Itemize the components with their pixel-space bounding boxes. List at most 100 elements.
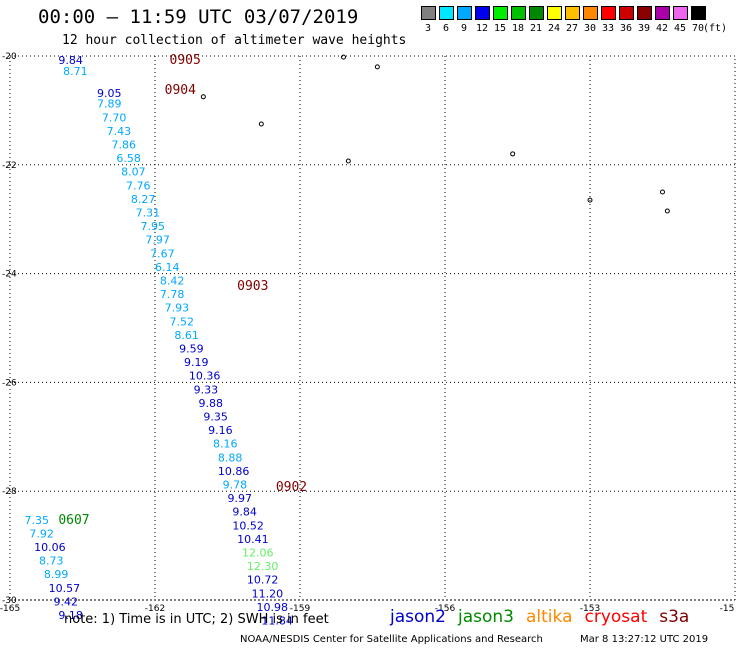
pass-time-tag: 0905 [170, 53, 201, 68]
wave-height-value: 8.99 [44, 568, 68, 581]
timestamp: Mar 8 13:27:12 UTC 2019 [580, 634, 709, 645]
legend-label: 30 [583, 23, 597, 34]
wave-height-value: 7.78 [160, 288, 185, 301]
wave-height-value: 10.72 [247, 574, 278, 587]
pass-time-tag: 0902 [276, 480, 307, 495]
wave-height-value: 8.61 [174, 329, 199, 342]
legend-swatch [637, 6, 652, 20]
legend-label: 3 [424, 23, 432, 34]
page-subtitle: 12 hour collection of altimeter wave hei… [62, 33, 407, 48]
wave-height-value: 7.86 [112, 138, 137, 151]
lat-tick-label: -20 [2, 52, 17, 62]
wave-height-value: 9.33 [194, 383, 219, 396]
legend-label: 33 [601, 23, 615, 34]
wave-height-value: 8.27 [131, 193, 156, 206]
wave-height-value: 8.88 [218, 451, 243, 464]
legend-label: 24 [547, 23, 561, 34]
lon-tick-label: -159 [290, 604, 311, 614]
legend-swatch [511, 6, 526, 20]
wave-height-value: 7.67 [150, 247, 175, 260]
lon-tick-label: -153 [580, 604, 600, 614]
pass-time-tag: 0607 [58, 513, 89, 528]
wave-height-value: 9.35 [203, 410, 228, 423]
satellite-label: jason2 [390, 607, 446, 627]
lon-tick-label: -15 [720, 604, 735, 614]
satellite-label: altika [526, 607, 573, 627]
wave-height-value: 9.18 [58, 609, 82, 622]
wave-height-value: 9.16 [208, 424, 233, 437]
island-marker [664, 208, 670, 214]
satellite-label: s3a [659, 607, 690, 627]
wave-height-value: 11.20 [252, 587, 284, 600]
legend-unit: (ft) [702, 23, 728, 34]
lat-tick-label: -26 [2, 378, 17, 388]
legend-swatch [619, 6, 634, 20]
satellite-label: cryosat [584, 607, 648, 627]
legend-swatch [565, 6, 580, 20]
wave-height-value: 8.07 [121, 166, 145, 179]
wave-height-value: 7.97 [145, 234, 170, 247]
legend-label: 18 [511, 23, 525, 34]
island-marker [660, 189, 665, 195]
pass-time-tag: 0903 [237, 279, 268, 294]
legend-swatch [421, 6, 436, 20]
legend-swatch [655, 6, 670, 20]
legend-label: 9 [460, 23, 468, 34]
wave-height-value: 9.84 [58, 54, 82, 67]
wave-height-value: 11.84 [261, 614, 293, 627]
legend-swatch [529, 6, 544, 20]
wave-height-value: 8.73 [39, 555, 64, 568]
legend-label: 36 [619, 23, 633, 34]
island-marker [200, 94, 206, 100]
wave-height-value: 10.06 [34, 541, 66, 554]
legend-label: 21 [529, 23, 543, 34]
island-marker [374, 64, 380, 70]
island-marker [341, 54, 346, 60]
legend-swatch [691, 6, 706, 20]
lon-tick-label: -162 [145, 604, 165, 614]
lon-tick-label: -165 [0, 604, 20, 614]
wave-height-value: 9.42 [54, 595, 79, 608]
footer-note: note: 1) Time is in UTC; 2) SWH is in fe… [64, 612, 329, 627]
legend-swatch [673, 6, 688, 20]
legend-label: 6 [442, 23, 450, 34]
satellite-label: jason3 [458, 607, 514, 627]
wave-height-value: 6.58 [116, 152, 141, 165]
wave-height-value: 9.05 [97, 87, 122, 100]
wave-height-value: 7.89 [97, 98, 122, 111]
island-marker [510, 151, 516, 157]
legend-label: 15 [493, 23, 507, 34]
credit-line: NOAA/NESDIS Center for Satellite Applica… [240, 634, 543, 645]
wave-height-value: 6.14 [155, 261, 180, 274]
legend-swatch [493, 6, 508, 20]
wave-height-value: 10.41 [237, 533, 269, 546]
lat-tick-label: -22 [2, 161, 17, 171]
legend-label: 12 [475, 23, 489, 34]
legend-swatch [601, 6, 616, 20]
wave-height-value: 8.42 [160, 274, 185, 287]
island-marker [587, 197, 593, 203]
legend-label: 45 [673, 23, 687, 34]
wave-height-value: 7.95 [141, 220, 166, 233]
wave-height-value: 9.19 [184, 356, 209, 369]
map-frame [9, 55, 736, 601]
wave-height-value: 7.70 [102, 111, 127, 124]
legend-label: 27 [565, 23, 579, 34]
wave-height-value: 10.98 [257, 601, 289, 614]
wave-height-value: 7.31 [136, 206, 161, 219]
page-title: 00:00 – 11:59 UTC 03/07/2019 [38, 6, 359, 28]
island-marker [345, 158, 351, 164]
wave-height-value: 7.93 [165, 302, 190, 315]
wave-height-value: 9.59 [179, 342, 204, 355]
wave-height-value: 9.97 [228, 492, 253, 505]
wave-height-value: 8.16 [213, 438, 238, 451]
legend-swatch [583, 6, 598, 20]
wave-height-value: 10.86 [218, 465, 250, 478]
wave-height-value: 10.57 [49, 582, 81, 595]
legend-swatch [439, 6, 454, 20]
wave-height-value: 10.52 [232, 519, 263, 532]
legend-label: 70 [691, 23, 705, 34]
satellite-legend: jason2 jason3 altika cryosat s3a [390, 607, 701, 627]
legend-label: 39 [637, 23, 651, 34]
lat-tick-label: -30 [2, 596, 17, 606]
